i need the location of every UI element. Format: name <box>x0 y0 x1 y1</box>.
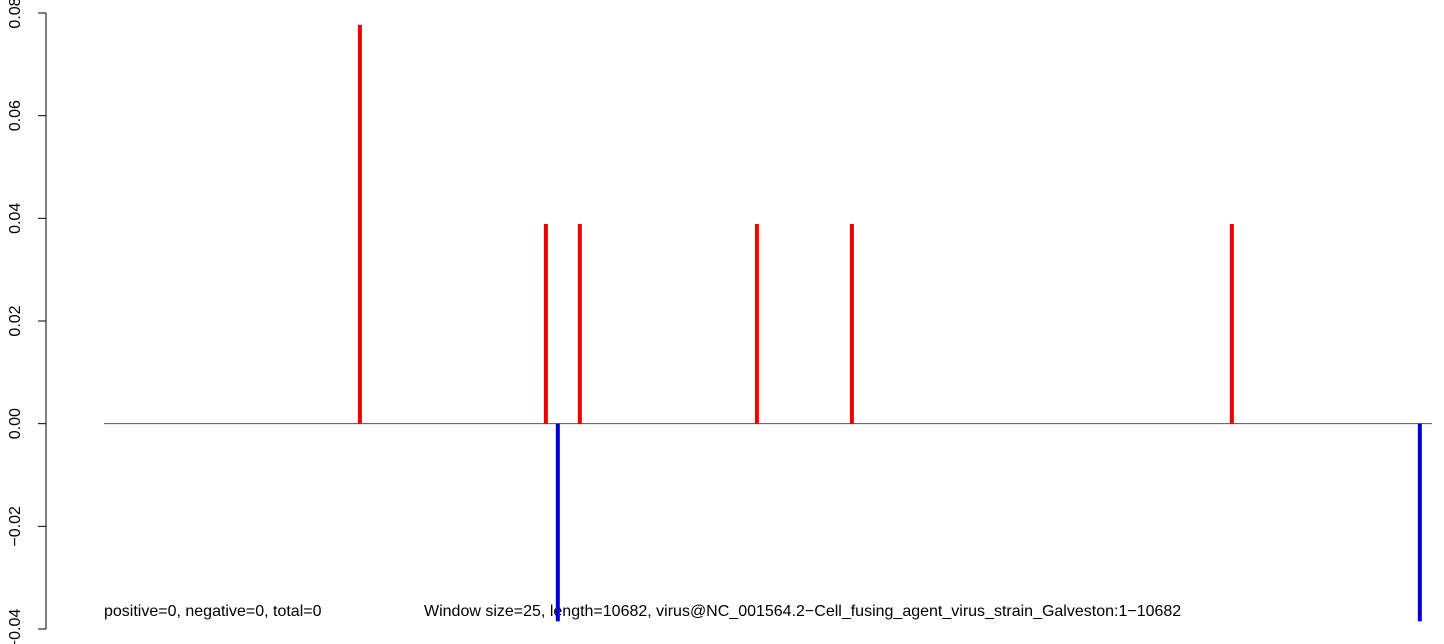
annotation: positive=0, negative=0, total=0 <box>104 603 322 620</box>
bar <box>1229 223 1234 424</box>
annotation: Window size=25, length=10682, virus@NC_0… <box>424 603 1181 620</box>
y-tick-label: 0.02 <box>7 305 24 336</box>
y-tick-label: −0.02 <box>7 506 24 547</box>
bar <box>357 24 362 424</box>
bar <box>849 223 854 424</box>
bar <box>543 223 548 424</box>
bar <box>754 223 759 424</box>
bar <box>577 223 582 424</box>
y-tick-label: 0.00 <box>7 408 24 439</box>
y-tick-label: −0.04 <box>7 609 24 644</box>
y-tick-label: 0.04 <box>7 203 24 234</box>
bar <box>1417 423 1422 622</box>
y-tick-label: 0.06 <box>7 100 24 131</box>
y-tick-label: 0.08 <box>7 0 24 29</box>
bar <box>555 423 560 622</box>
